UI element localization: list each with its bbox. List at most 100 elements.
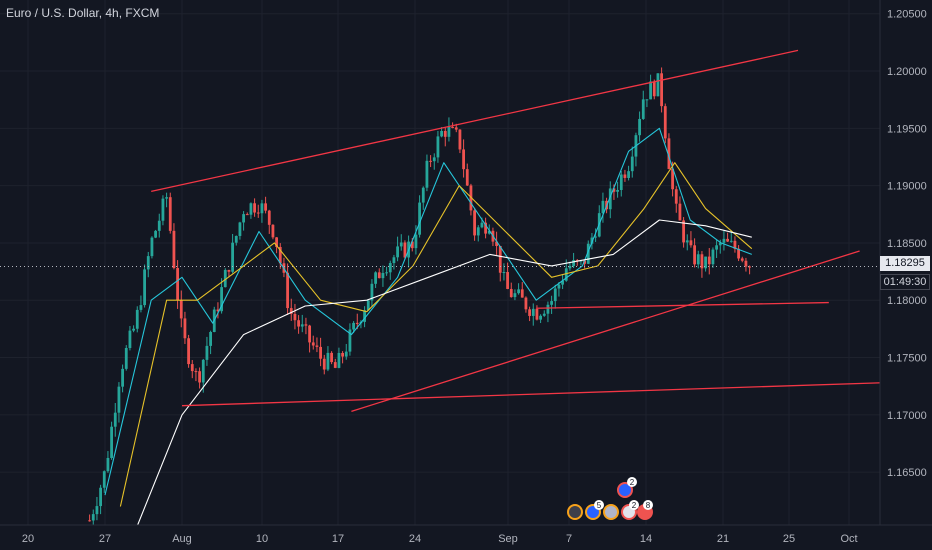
time-tick-label: 24 [409,533,421,545]
candle-body [663,106,667,139]
candle-body [667,138,671,169]
candle-body [649,81,652,100]
trendline-channel-bottom[interactable] [351,250,860,413]
candles [88,67,751,526]
candle-body [106,457,110,472]
candle-body [561,280,564,285]
time-axis[interactable] [0,525,932,550]
candle-body [458,129,462,150]
candle-body [616,189,619,192]
candle-body [454,127,458,130]
candle-body [711,249,715,265]
candle-body [308,325,311,343]
candle-body [278,246,282,264]
candle-body [682,220,685,243]
candle-body [179,300,183,319]
candle-body [473,210,476,236]
candle-body [275,237,278,247]
candle-body [128,330,132,349]
candle-body [194,371,198,373]
moving-average-cyan [104,127,752,496]
candle-body [517,289,520,294]
candle-body [190,364,194,372]
candle-body [121,368,124,387]
price-tick-label: 1.17000 [887,410,927,422]
trendline-support-lower[interactable] [181,380,932,407]
candle-body [451,126,454,128]
candle-body [319,346,322,359]
candle-body [209,331,212,346]
time-tick-label: 10 [256,533,268,545]
candle-body [506,272,509,289]
time-axis-labels: 20 27 Aug 10 17 24 Sep 7 14 21 25 Oct [22,533,858,545]
candle-body [260,203,264,214]
candle-body [264,203,267,211]
candle-body [748,266,751,268]
price-tick-label: 1.18000 [887,295,927,307]
candle-body [564,268,568,281]
trendline-channel-top[interactable] [151,49,799,193]
candle-body [425,160,429,188]
event-icon[interactable] [617,482,633,498]
candle-body [418,202,421,235]
candle-body [183,318,187,339]
candle-body [88,520,91,522]
candle-body [124,348,128,369]
trendline-support-upper[interactable] [536,301,829,309]
time-tick-label: 17 [332,533,344,545]
candle-body [612,188,616,192]
candle-body [91,514,95,521]
candle-body [289,308,293,314]
candle-body [245,214,249,216]
candle-body [729,240,733,242]
candle-body [502,272,506,274]
us-flag-icon[interactable] [603,504,619,520]
candle-body [187,338,190,365]
candle-body [95,506,99,515]
candle-body [238,222,242,236]
time-tick-label: Sep [498,533,518,545]
candle-body [660,73,663,107]
candle-body [165,197,168,199]
price-tick-label: 1.16500 [887,467,927,479]
candle-body [641,99,645,119]
candle-body [443,130,447,137]
candle-body [223,269,227,288]
candle-body [150,237,154,257]
candle-body [139,305,143,310]
candle-body [608,188,612,210]
candle-body [733,240,737,249]
candle-body [117,386,121,413]
grid [0,0,880,525]
candle-body [484,222,487,234]
candle-body [722,238,726,243]
candle-body [498,245,502,273]
candle-body [201,359,205,383]
event-icon[interactable] [567,504,583,520]
candle-body [168,197,172,231]
candle-body [553,288,557,302]
candle-body [550,301,553,305]
candle-body [630,156,634,172]
candle-body [216,309,220,312]
candle-body [546,304,550,314]
candle-body [344,351,348,357]
candle-body [374,272,377,284]
economic-events[interactable]: 2 5 2 8 [567,477,653,520]
candle-body [220,287,223,312]
candle-body [737,248,740,259]
candle-body [652,81,656,97]
candle-body [143,269,146,306]
candle-body [352,322,355,330]
candle-body [341,352,344,357]
candle-body [638,118,641,136]
candle-body [583,260,586,264]
candle-body [671,168,674,190]
candle-body [337,352,341,368]
moving-averages [104,127,753,530]
candle-body [355,322,359,324]
candle-body [172,230,176,269]
candle-body [396,246,399,258]
